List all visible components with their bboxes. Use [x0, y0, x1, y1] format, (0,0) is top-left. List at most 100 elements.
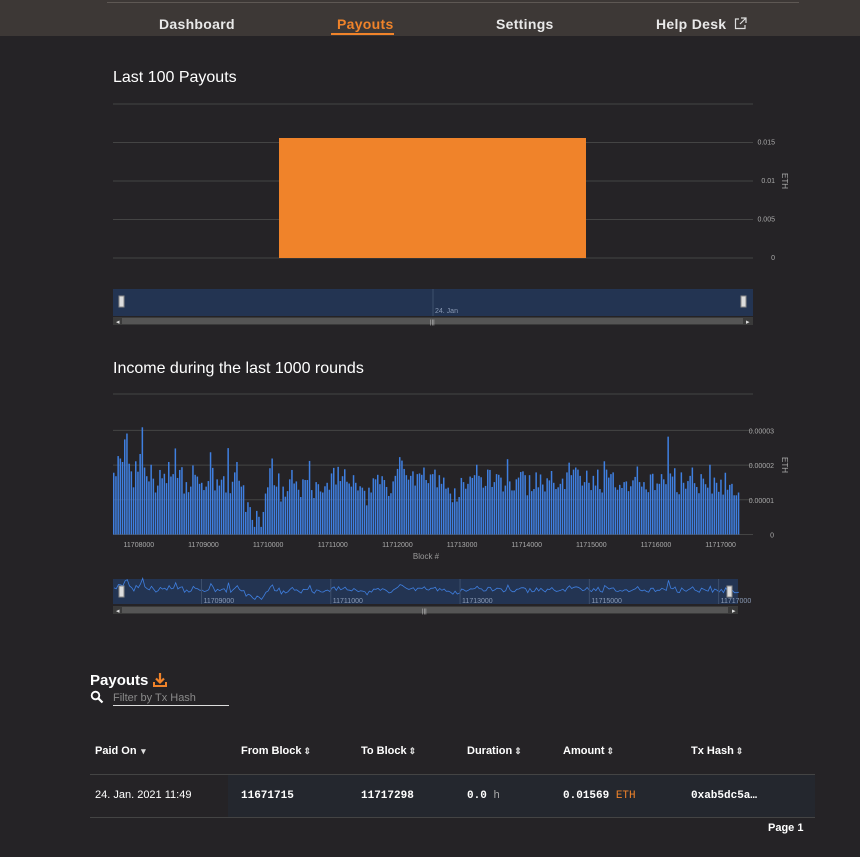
chart2-bar[interactable] [216, 479, 218, 535]
chart2-bar[interactable] [548, 480, 551, 535]
chart2-bar[interactable] [462, 482, 465, 535]
chart2-bar[interactable] [645, 489, 647, 535]
chart2-bar[interactable] [333, 467, 335, 535]
chart2-bar[interactable] [616, 489, 619, 535]
chart2-bar[interactable] [249, 507, 251, 535]
chart2-bar[interactable] [700, 474, 702, 535]
chart2-bar[interactable] [330, 473, 333, 535]
chart2-bar[interactable] [337, 466, 339, 535]
chart2-bar[interactable] [720, 479, 722, 535]
chart2-bar[interactable] [124, 439, 126, 535]
chart2-bar[interactable] [493, 482, 496, 535]
chart2-bar[interactable] [515, 479, 518, 535]
chart1-nav-handle-left[interactable] [118, 295, 125, 308]
chart2-bar[interactable] [212, 467, 214, 535]
chart2-bar[interactable] [170, 476, 172, 535]
chart2-bar[interactable] [689, 475, 691, 535]
tx-hash-filter-input[interactable] [113, 691, 229, 706]
chart2-bar[interactable] [339, 481, 342, 535]
chart2-bar[interactable] [696, 486, 698, 535]
chart2-bar[interactable] [636, 466, 639, 535]
chart2-bar[interactable] [524, 475, 526, 535]
chart2-bar[interactable] [381, 476, 383, 535]
chart2-bar[interactable] [680, 472, 683, 535]
chart2-bar[interactable] [429, 474, 432, 535]
chart2-bar[interactable] [311, 490, 313, 535]
chart2-bar[interactable] [297, 489, 300, 535]
chart2-bar[interactable] [423, 467, 425, 535]
chart2-bar[interactable] [385, 486, 388, 535]
cell-tx-hash[interactable]: 0xab5dc5a… [691, 790, 758, 802]
download-icon[interactable] [153, 672, 167, 688]
col-to-block[interactable]: To Block ⇕ [361, 745, 416, 757]
chart2-bar[interactable] [260, 526, 262, 535]
chart2-scrollbar-thumb[interactable] [122, 607, 728, 613]
chart2-bar[interactable] [632, 480, 634, 535]
nav-settings[interactable]: Settings [496, 16, 554, 32]
chart2-bar[interactable] [564, 489, 566, 535]
chart2-bar[interactable] [605, 469, 608, 535]
chart2-bar[interactable] [392, 481, 394, 535]
chart2-bar[interactable] [275, 486, 278, 535]
chart2-bar[interactable] [520, 472, 522, 535]
chart2-bar[interactable] [634, 476, 636, 535]
chart2-bar[interactable] [421, 474, 423, 535]
chart2-bar[interactable] [291, 469, 293, 535]
chart2-bar[interactable] [458, 497, 460, 535]
chart2-bar[interactable] [361, 487, 364, 535]
chart2-bar[interactable] [256, 510, 258, 535]
chart2-bar[interactable] [612, 472, 614, 535]
chart2-bar[interactable] [656, 483, 658, 535]
chart2-bar[interactable] [121, 461, 124, 535]
chart2-bar[interactable] [214, 490, 216, 535]
chart2-bar[interactable] [416, 474, 419, 535]
chart2-bar[interactable] [407, 479, 410, 535]
chart2-bar[interactable] [207, 481, 210, 535]
chart2-bar[interactable] [326, 482, 328, 535]
chart2-bar[interactable] [735, 495, 738, 535]
chart2-bar[interactable] [405, 475, 408, 535]
chart2-bar[interactable] [234, 472, 236, 535]
chart2-bar[interactable] [194, 474, 196, 535]
chart2-bar[interactable] [623, 482, 625, 535]
chart2-bar[interactable] [273, 485, 276, 535]
chart2-bar[interactable] [383, 480, 386, 535]
chart2-bar[interactable] [566, 472, 568, 535]
chart2-bar[interactable] [302, 479, 304, 535]
chart2-bar[interactable] [366, 505, 368, 535]
chart2-bar[interactable] [128, 463, 130, 535]
chart2-bar[interactable] [148, 481, 150, 535]
chart2-bar[interactable] [350, 486, 353, 535]
chart2-bar[interactable] [440, 483, 443, 535]
chart2-bar[interactable] [489, 469, 491, 535]
chart2-bar[interactable] [722, 494, 724, 535]
chart2-bar[interactable] [322, 492, 324, 535]
chart2-bar[interactable] [649, 474, 652, 535]
chart2-bar[interactable] [517, 477, 520, 535]
chart2-bar[interactable] [163, 473, 166, 535]
chart2-bar[interactable] [575, 467, 577, 535]
chart2-bar[interactable] [146, 476, 148, 535]
chart2-bar[interactable] [484, 485, 487, 535]
chart2-bar[interactable] [414, 485, 416, 535]
chart2-bar[interactable] [372, 478, 375, 535]
chart2-bar[interactable] [278, 473, 280, 535]
chart2-bar[interactable] [581, 485, 584, 535]
chart2-bar[interactable] [597, 469, 599, 535]
chart2-bar[interactable] [286, 491, 289, 535]
chart2-bar[interactable] [647, 492, 650, 535]
chart2-bar[interactable] [572, 469, 575, 535]
chart2-bar[interactable] [262, 511, 265, 535]
chart2-bar[interactable] [724, 472, 727, 535]
chart2-bar[interactable] [539, 474, 542, 535]
chart2-bar[interactable] [229, 493, 232, 535]
chart2-bar[interactable] [282, 486, 284, 535]
chart2-bar[interactable] [324, 486, 326, 535]
chart2-bar[interactable] [379, 484, 381, 535]
chart1-scroll-right-icon[interactable]: ▸ [746, 319, 750, 326]
chart2-bar[interactable] [143, 467, 146, 535]
chart2-bar[interactable] [137, 471, 139, 535]
chart2-bar[interactable] [586, 470, 588, 535]
chart2-bar[interactable] [621, 488, 623, 535]
chart2-bar[interactable] [506, 459, 509, 535]
